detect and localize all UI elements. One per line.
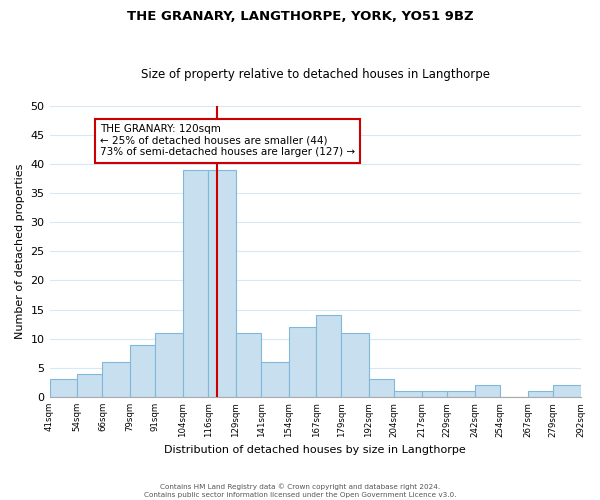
Bar (341, 333, 369, 397)
Bar (369, 380, 394, 397)
Bar (208, 170, 236, 397)
Bar (553, 386, 581, 397)
Text: Contains HM Land Registry data © Crown copyright and database right 2024.
Contai: Contains HM Land Registry data © Crown c… (144, 484, 456, 498)
Bar (155, 333, 183, 397)
Text: THE GRANARY: 120sqm
← 25% of detached houses are smaller (44)
73% of semi-detach: THE GRANARY: 120sqm ← 25% of detached ho… (100, 124, 355, 158)
Bar (236, 333, 261, 397)
Bar (50, 380, 77, 397)
Bar (394, 391, 422, 397)
X-axis label: Distribution of detached houses by size in Langthorpe: Distribution of detached houses by size … (164, 445, 466, 455)
Bar (183, 170, 208, 397)
Bar (130, 344, 155, 397)
Bar (527, 391, 553, 397)
Bar (289, 327, 316, 397)
Text: THE GRANARY, LANGTHORPE, YORK, YO51 9BZ: THE GRANARY, LANGTHORPE, YORK, YO51 9BZ (127, 10, 473, 23)
Bar (475, 386, 500, 397)
Bar (447, 391, 475, 397)
Bar (422, 391, 447, 397)
Bar (77, 374, 103, 397)
Y-axis label: Number of detached properties: Number of detached properties (15, 164, 25, 339)
Bar (103, 362, 130, 397)
Bar (316, 316, 341, 397)
Title: Size of property relative to detached houses in Langthorpe: Size of property relative to detached ho… (140, 68, 490, 81)
Bar (261, 362, 289, 397)
